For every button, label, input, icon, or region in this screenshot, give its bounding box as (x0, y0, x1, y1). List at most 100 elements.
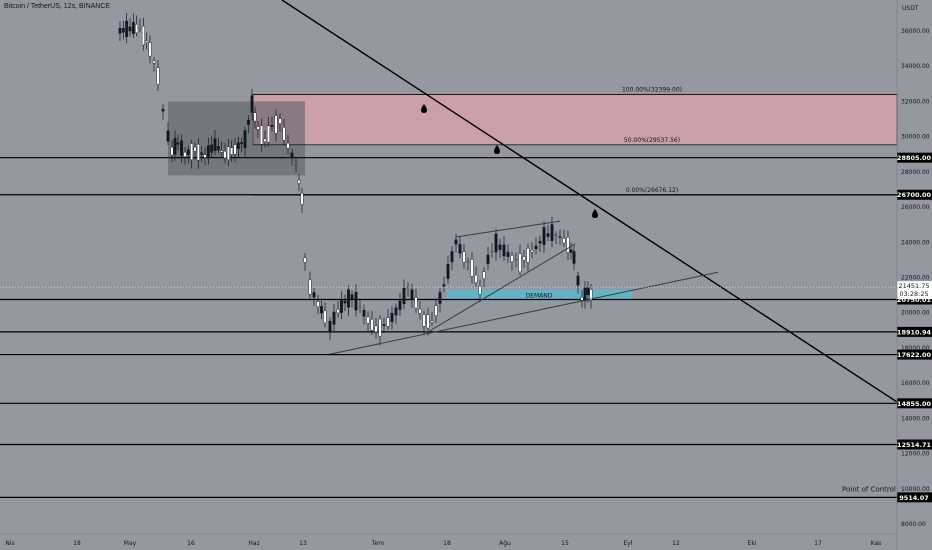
x-axis-tick: Eyl (623, 540, 632, 547)
wedge-upper-line[interactable] (455, 220, 561, 238)
price-level-box[interactable] (897, 492, 932, 503)
candle (530, 250, 534, 253)
candle (260, 125, 263, 145)
candle (320, 306, 323, 314)
price-level-label: 14855.00 (897, 400, 932, 408)
y-axis-tick: 20000.00 (901, 310, 930, 317)
fib-label: 0.00%(26676.12) (626, 187, 678, 194)
candle (562, 238, 566, 244)
current-price-box[interactable] (897, 281, 932, 300)
candle (220, 150, 224, 153)
price-level-box[interactable] (897, 439, 932, 450)
demand-label: DEMAND (526, 293, 553, 300)
candle (458, 244, 462, 254)
candle (312, 292, 316, 298)
candle (148, 42, 152, 57)
price-level-box[interactable] (897, 349, 932, 360)
candle (176, 142, 180, 145)
candle (442, 284, 446, 287)
price-level-label: 9514.07 (899, 494, 929, 502)
candle (538, 240, 542, 244)
candle (366, 316, 370, 324)
candle (282, 127, 286, 141)
ascending-trendline[interactable] (327, 271, 719, 356)
price-level-label: 18910.94 (897, 328, 932, 336)
candle (328, 321, 332, 332)
demand-zone[interactable] (447, 289, 632, 301)
candle (410, 289, 414, 300)
candle (390, 312, 394, 323)
price-level-label: 28805.00 (897, 154, 932, 162)
candle (141, 26, 145, 46)
candle (343, 300, 347, 304)
candle (223, 151, 227, 159)
candle (323, 310, 327, 324)
candle (450, 251, 454, 263)
price-level-label: 12514.71 (897, 441, 932, 449)
candle (131, 22, 135, 34)
candle (358, 306, 362, 309)
candle (350, 294, 354, 299)
candle (118, 27, 122, 34)
candle (502, 244, 506, 257)
y-axis-tick: 8000.00 (901, 521, 926, 528)
candle (382, 324, 386, 326)
candle (190, 143, 194, 160)
candle (422, 314, 426, 327)
candle (378, 318, 382, 337)
candle (558, 236, 562, 238)
x-axis-tick: 12 (672, 540, 680, 547)
candle (166, 130, 170, 142)
candle (216, 146, 220, 151)
y-axis-tick: 14000.00 (901, 415, 930, 422)
x-axis-tick: Eki (748, 540, 757, 547)
candle (583, 287, 587, 302)
candle (550, 224, 554, 241)
fib-label: 50.00%(29537.56) (624, 137, 680, 144)
candle (332, 311, 336, 325)
candle (486, 254, 490, 265)
candle (250, 95, 254, 113)
x-axis-tick: May (124, 540, 137, 547)
candle (589, 289, 593, 301)
candle (498, 244, 502, 251)
price-level-box[interactable] (897, 398, 932, 409)
candle (482, 271, 486, 279)
candle (161, 108, 165, 112)
candle (294, 164, 298, 166)
candle (156, 67, 160, 85)
candle (213, 138, 217, 151)
price-level-box[interactable] (897, 152, 932, 163)
candle (210, 144, 214, 153)
consolidation-box[interactable] (168, 101, 305, 176)
candle (274, 115, 278, 134)
candle (478, 286, 482, 295)
candle (183, 152, 187, 157)
candle (462, 251, 466, 263)
supply-zone[interactable] (252, 94, 898, 146)
candle (200, 152, 204, 155)
candle (506, 251, 510, 257)
candle (138, 27, 142, 29)
candle (290, 152, 294, 158)
x-axis-tick: Haz (248, 540, 259, 547)
candle (542, 227, 546, 245)
y-axis-tick: 18000.00 (901, 345, 930, 352)
candle (226, 146, 230, 160)
x-axis-tick: Kas (871, 540, 882, 547)
descending-trendline[interactable] (281, 0, 898, 403)
y-axis-tick: 36000.00 (901, 28, 930, 35)
candle (286, 142, 290, 149)
candle (454, 239, 458, 245)
candle (196, 143, 200, 161)
candle (522, 256, 526, 261)
candle (518, 253, 522, 273)
wedge-lower-line[interactable] (427, 243, 576, 333)
price-level-box[interactable] (897, 326, 932, 337)
candle (336, 309, 340, 314)
drop-icon (494, 145, 500, 154)
y-axis-tick: 30000.00 (901, 134, 930, 141)
price-level-box[interactable] (897, 189, 932, 200)
price-level-box[interactable] (897, 294, 932, 305)
